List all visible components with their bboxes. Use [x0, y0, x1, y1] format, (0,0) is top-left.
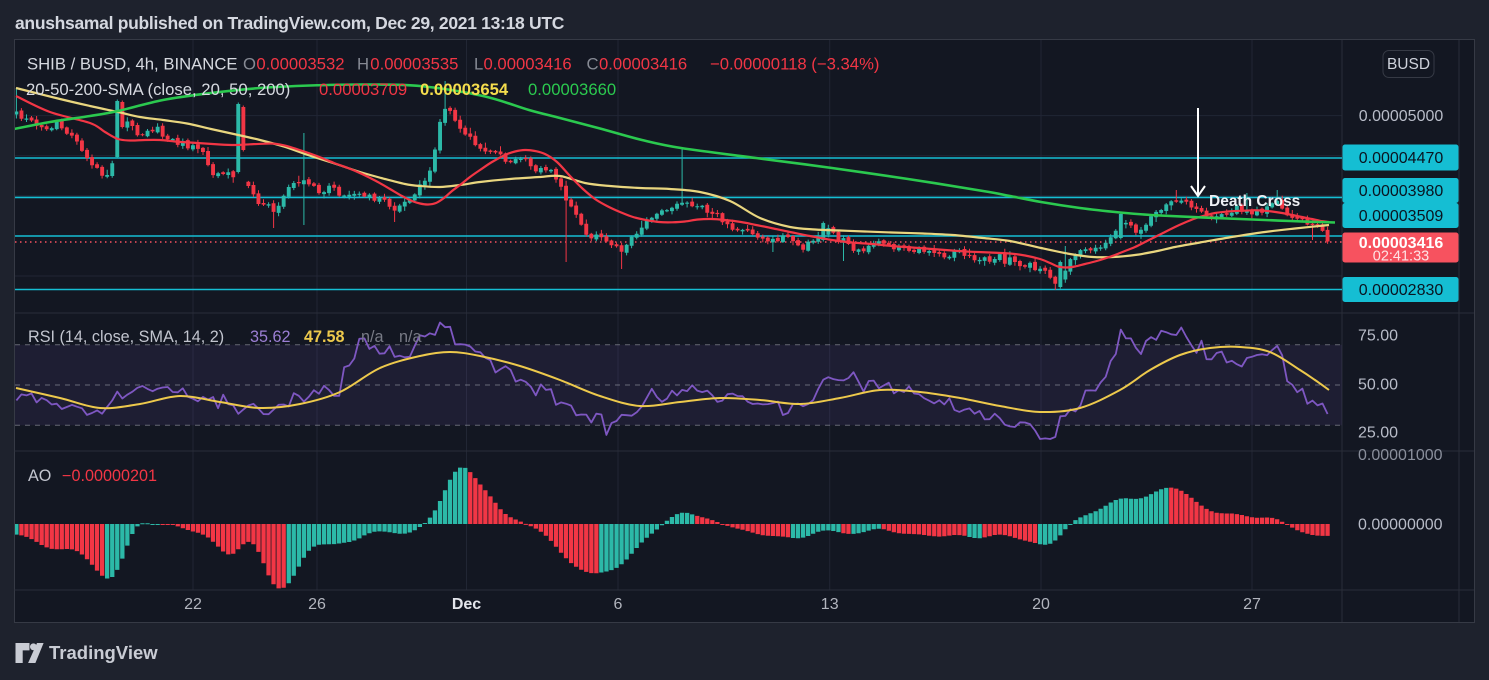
svg-text:20-50-200-SMA (close, 20, 50,: 20-50-200-SMA (close, 20, 50, 200) — [26, 80, 290, 99]
svg-text:Death Cross: Death Cross — [1209, 193, 1300, 210]
svg-text:13: 13 — [821, 596, 839, 613]
svg-text:02:41:33: 02:41:33 — [1373, 249, 1429, 265]
svg-text:25.00: 25.00 — [1358, 425, 1398, 442]
svg-text:0.00003654: 0.00003654 — [420, 80, 509, 99]
svg-text:6: 6 — [614, 596, 623, 613]
svg-text:0.00000000: 0.00000000 — [1358, 517, 1443, 534]
svg-text:0.00003509: 0.00003509 — [1359, 208, 1444, 225]
svg-text:−0.00000118 (−3.34%): −0.00000118 (−3.34%) — [710, 55, 879, 74]
svg-text:0.00003980: 0.00003980 — [1359, 183, 1444, 200]
svg-text:50.00: 50.00 — [1358, 377, 1398, 394]
svg-text:−0.00000201: −0.00000201 — [62, 467, 157, 485]
svg-text:L: L — [474, 55, 483, 74]
svg-text:n/a: n/a — [361, 328, 384, 346]
svg-text:0.00003416: 0.00003416 — [599, 55, 687, 74]
svg-text:20: 20 — [1032, 596, 1050, 613]
svg-text:0.00003660: 0.00003660 — [528, 80, 616, 99]
svg-text:Dec: Dec — [452, 596, 481, 613]
svg-text:0.00002830: 0.00002830 — [1359, 282, 1444, 299]
svg-text:anushsamal published on Tradin: anushsamal published on TradingView.com,… — [15, 13, 565, 33]
svg-text:H: H — [357, 55, 369, 74]
svg-text:0.00003709: 0.00003709 — [319, 80, 407, 99]
svg-text:0.00001000: 0.00001000 — [1358, 447, 1443, 464]
svg-text:TradingView: TradingView — [49, 642, 158, 663]
svg-text:BUSD: BUSD — [1387, 56, 1430, 73]
svg-text:0.00004470: 0.00004470 — [1359, 150, 1444, 167]
svg-text:0.00003416: 0.00003416 — [484, 55, 572, 74]
svg-text:n/a: n/a — [399, 328, 422, 346]
svg-text:47.58: 47.58 — [304, 328, 345, 346]
svg-text:0.00003532: 0.00003532 — [256, 55, 344, 74]
svg-text:C: C — [587, 55, 599, 74]
svg-text:22: 22 — [184, 596, 202, 613]
svg-text:0.00005000: 0.00005000 — [1359, 108, 1444, 125]
svg-text:26: 26 — [308, 596, 326, 613]
svg-text:O: O — [243, 55, 256, 74]
svg-text:0.00003535: 0.00003535 — [370, 55, 458, 74]
svg-text:0.00003416: 0.00003416 — [1359, 235, 1444, 252]
svg-text:SHIB / BUSD, 4h, BINANCE: SHIB / BUSD, 4h, BINANCE — [27, 55, 238, 74]
svg-text:RSI (14, close, SMA, 14, 2): RSI (14, close, SMA, 14, 2) — [28, 328, 224, 346]
svg-text:AO: AO — [28, 467, 51, 485]
svg-text:27: 27 — [1243, 596, 1261, 613]
svg-text:35.62: 35.62 — [250, 328, 291, 346]
svg-text:75.00: 75.00 — [1358, 328, 1398, 345]
